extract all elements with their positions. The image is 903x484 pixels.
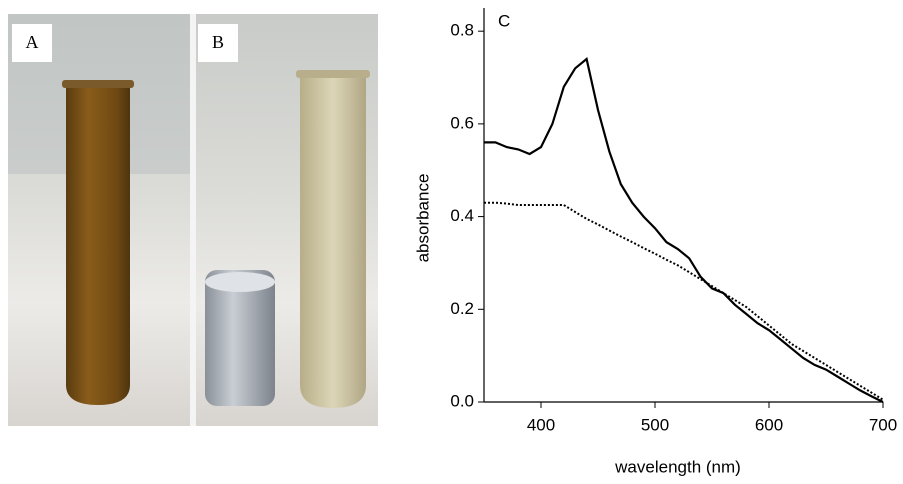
label-box	[198, 24, 238, 62]
label-box	[12, 24, 52, 62]
x-tick-label: 500	[641, 415, 669, 434]
tube-a	[66, 84, 130, 405]
x-axis-label: wavelength (nm)	[614, 457, 741, 476]
y-tick-label: 0.2	[450, 299, 474, 318]
tube-b	[300, 74, 366, 408]
series-line	[484, 201, 884, 401]
y-tick-label: 0.8	[450, 21, 474, 40]
y-tick-label: 0.4	[450, 206, 474, 225]
panel-label: A	[26, 32, 39, 52]
y-axis-label: absorbance	[413, 174, 432, 263]
photo-divider	[190, 14, 196, 426]
x-tick-label: 600	[755, 415, 783, 434]
photo-panel: A B	[8, 14, 378, 426]
tube-a-rim	[62, 80, 134, 88]
series-line	[484, 57, 884, 403]
panel-label: B	[212, 32, 224, 52]
x-tick-label: 700	[869, 415, 897, 434]
magnet-top	[205, 272, 275, 292]
y-tick-label: 0.0	[450, 391, 474, 410]
tube-b-rim	[296, 70, 370, 78]
panel-label: C	[498, 11, 510, 30]
y-tick-label: 0.6	[450, 113, 474, 132]
x-tick-label: 400	[527, 415, 555, 434]
magnet	[205, 270, 275, 406]
